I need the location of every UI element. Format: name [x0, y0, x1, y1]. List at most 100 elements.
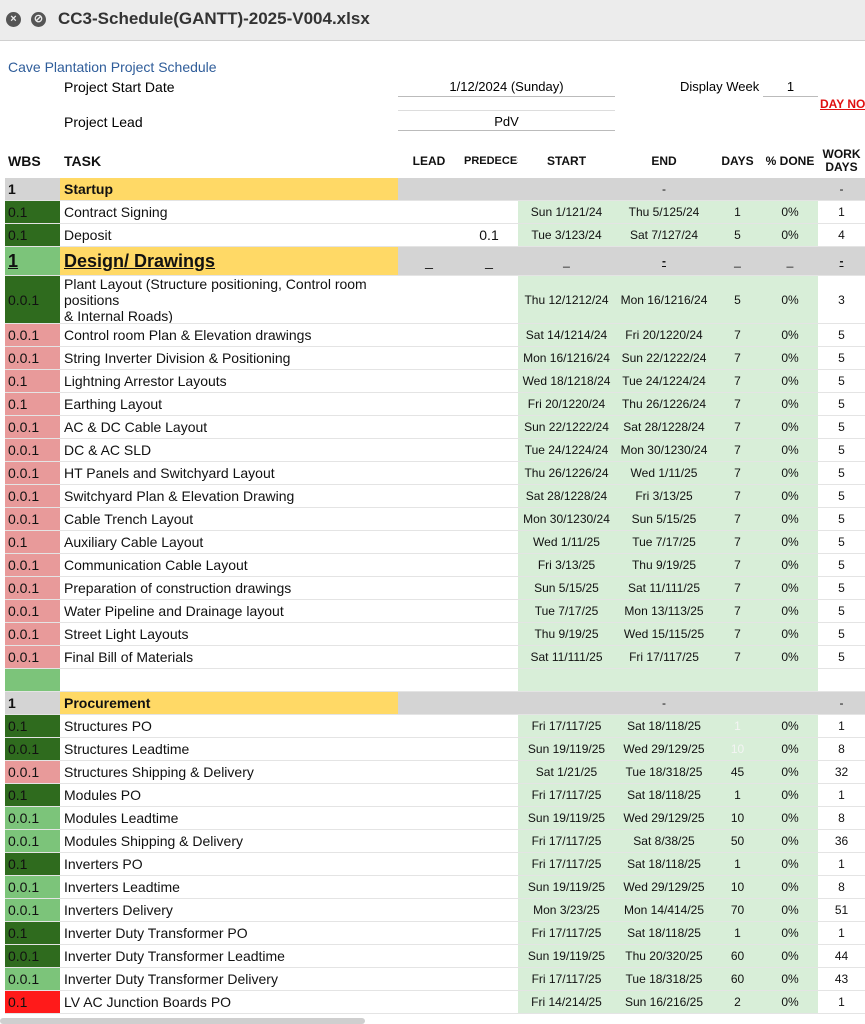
cell-lead	[398, 876, 460, 899]
cell-end: Sun 22/1222/24	[615, 347, 713, 370]
cell-task: Control room Plan & Elevation drawings	[60, 324, 398, 347]
cell-lead	[398, 830, 460, 853]
cell-end: Mon 13/113/25	[615, 600, 713, 623]
cell-days: 7	[713, 347, 762, 370]
cell-work	[818, 669, 865, 692]
window-title: CC3-Schedule(GANTT)-2025-V004.xlsx	[58, 9, 370, 28]
cell-end: Wed 29/129/25	[615, 738, 713, 761]
value: PdV	[494, 114, 519, 129]
column-header: DAYS	[721, 153, 754, 168]
cell-done: 0%	[762, 600, 818, 623]
cell-lead	[398, 945, 460, 968]
cell-days	[713, 669, 762, 692]
cell-start: Sun 19/119/25	[518, 807, 615, 830]
cell-task: Cable Trench Layout	[60, 508, 398, 531]
cell-task: Lightning Arrestor Layouts	[60, 370, 398, 393]
cell-end: Tue 7/17/25	[615, 531, 713, 554]
cell-task: Procurement	[60, 692, 398, 715]
cell-done: 0%	[762, 991, 818, 1014]
cell-start: Sun 19/119/25	[518, 738, 615, 761]
cell-start: Sun 1/121/24	[518, 201, 615, 224]
cell-end: Thu 20/320/25	[615, 945, 713, 968]
cell-pred	[460, 462, 518, 485]
cell-wbs: 0.1	[5, 224, 60, 247]
cell-work: 3	[818, 276, 865, 324]
cell-task: Modules PO	[60, 784, 398, 807]
cell-lead: _	[398, 247, 460, 276]
cell-wbs: 0.0.1	[5, 439, 60, 462]
cell-days: _	[713, 247, 762, 276]
cell-days: 7	[713, 324, 762, 347]
cell-days: 7	[713, 462, 762, 485]
cell-lead	[398, 715, 460, 738]
cell-wbs: 0.0.1	[5, 485, 60, 508]
cell-end: Sat 18/118/25	[615, 784, 713, 807]
cell-wbs: 0.0.1	[5, 761, 60, 784]
cell-wbs: 0.0.1	[5, 968, 60, 991]
cell-start: Fri 17/117/25	[518, 853, 615, 876]
cell-wbs: 0.0.1	[5, 738, 60, 761]
cell-end: Mon 30/1230/24	[615, 439, 713, 462]
cell-lead	[398, 393, 460, 416]
cell-work: 5	[818, 577, 865, 600]
cell-days: 7	[713, 531, 762, 554]
cell-done: 0%	[762, 508, 818, 531]
cell-work: 51	[818, 899, 865, 922]
cell-pred	[460, 485, 518, 508]
cell-work: 1	[818, 784, 865, 807]
column-header: % DONE	[765, 153, 815, 168]
stop-button[interactable]: ⊘	[31, 12, 46, 27]
cell-task	[60, 669, 398, 692]
cell-start	[518, 692, 615, 715]
cell-end: Sun 16/216/25	[615, 991, 713, 1014]
cell-start: Sat 11/111/25	[518, 646, 615, 669]
cell-start: Fri 17/117/25	[518, 830, 615, 853]
cell-work: 5	[818, 370, 865, 393]
cell-days: 7	[713, 485, 762, 508]
cell-end: Mon 14/414/25	[615, 899, 713, 922]
cell-pred	[460, 830, 518, 853]
cell-end: Tue 18/318/25	[615, 968, 713, 991]
label: Project Lead	[64, 114, 143, 130]
cell-lead	[398, 508, 460, 531]
scrollbar[interactable]	[0, 1018, 365, 1024]
cell-start: Fri 3/13/25	[518, 554, 615, 577]
cell-days: 1	[713, 853, 762, 876]
cell-task: Structures PO	[60, 715, 398, 738]
value: 1/12/2024 (Sunday)	[449, 79, 564, 94]
cell-lead	[398, 991, 460, 1014]
cell-task: Inverters PO	[60, 853, 398, 876]
cell-done: 0%	[762, 554, 818, 577]
cell-start	[518, 178, 615, 201]
underline	[398, 130, 615, 131]
close-button[interactable]: ×	[6, 12, 21, 27]
cell-work: 1	[818, 715, 865, 738]
cell-days	[713, 178, 762, 201]
value[interactable]: 1	[786, 79, 795, 94]
cell-lead	[398, 201, 460, 224]
cell-pred	[460, 853, 518, 876]
cell-work: 5	[818, 554, 865, 577]
cell-wbs: 0.0.1	[5, 830, 60, 853]
cell-pred	[460, 922, 518, 945]
cell-done: 0%	[762, 761, 818, 784]
cell-lead	[398, 324, 460, 347]
cell-work: -	[818, 692, 865, 715]
cell-pred	[460, 968, 518, 991]
cell-pred	[460, 178, 518, 201]
cell-end: -	[615, 247, 713, 276]
cell-wbs: 0.0.1	[5, 600, 60, 623]
cell-pred	[460, 692, 518, 715]
cell-pred	[460, 416, 518, 439]
cell-end: Sat 8/38/25	[615, 830, 713, 853]
cell-end: Sat 28/1228/24	[615, 416, 713, 439]
cell-days: 45	[713, 761, 762, 784]
cell-done: 0%	[762, 830, 818, 853]
cell-wbs: 0.1	[5, 784, 60, 807]
cell-end: -	[615, 178, 713, 201]
cell-end: Tue 18/318/25	[615, 761, 713, 784]
cell-done: 0%	[762, 531, 818, 554]
cell-pred	[460, 784, 518, 807]
cell-work: 5	[818, 623, 865, 646]
cell-pred	[460, 991, 518, 1014]
